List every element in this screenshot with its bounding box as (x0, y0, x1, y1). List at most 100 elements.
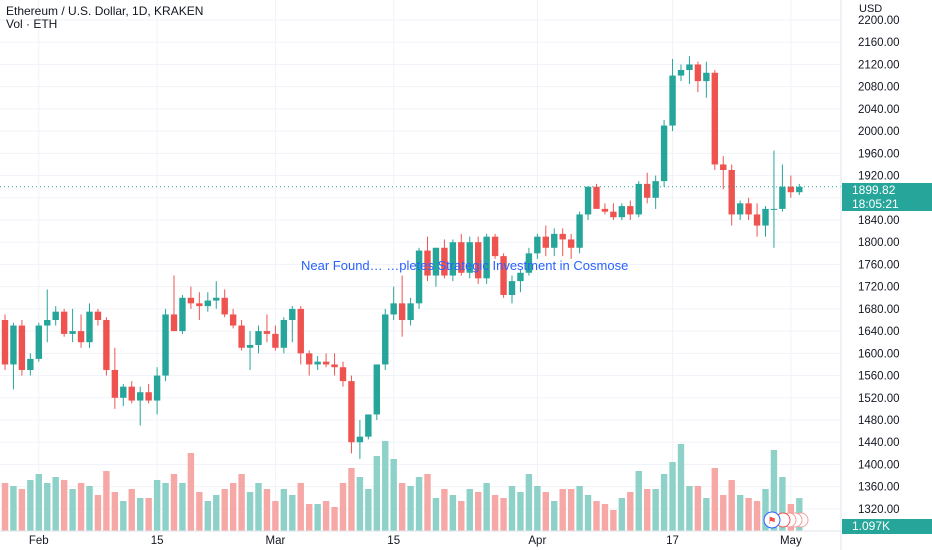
candle-body (796, 186, 803, 193)
volume-bar (542, 492, 549, 531)
volume-bar (255, 483, 262, 531)
price-tick-label: 1400.00 (858, 459, 900, 471)
volume-bar (229, 483, 237, 531)
volume-bar (60, 480, 68, 531)
candle-body (297, 308, 304, 354)
price-tick-label: 1560.00 (858, 371, 900, 383)
news-headline[interactable]: Near Found… …pletes Strategic Investment… (301, 258, 629, 273)
price-tick-label: 1480.00 (858, 415, 900, 427)
candle-body (390, 303, 397, 315)
time-tick-label: Feb (29, 535, 49, 547)
volume-bar (559, 489, 566, 531)
candle-body (424, 250, 431, 276)
price-tick-label: 1840.00 (858, 215, 900, 227)
candle-body (491, 236, 499, 257)
candle-body (120, 386, 127, 398)
time-tick-label: 17 (666, 535, 679, 547)
volume-bar (576, 486, 583, 531)
price-tick-label: 1680.00 (858, 304, 900, 316)
candle-body (356, 436, 364, 443)
candle-body (525, 253, 533, 273)
candle-body (644, 183, 651, 198)
volume-bar (103, 471, 110, 531)
candle-body (314, 361, 321, 365)
volume-bar (179, 483, 186, 531)
time-tick-label: May (780, 535, 802, 547)
candle-body (339, 367, 347, 382)
candle-body (52, 311, 59, 320)
volume-bar (187, 453, 195, 531)
price-tick-label: 1320.00 (858, 504, 900, 516)
volume-bar (593, 501, 600, 531)
candle-body (660, 125, 668, 182)
volume-bar (128, 489, 135, 531)
volume-bar (584, 495, 592, 531)
candle-body (137, 392, 144, 401)
time-tick-label: 15 (151, 535, 164, 547)
candle-body (306, 353, 313, 365)
time-axis[interactable]: Feb 15 Mar 15 Apr 17 May (29, 535, 802, 547)
volume-bar (69, 489, 76, 531)
candle-body (432, 247, 440, 276)
volume-bar (1, 483, 9, 531)
volume-bar (517, 492, 524, 531)
candle-body (542, 236, 549, 248)
candle-body (221, 297, 228, 315)
volume-bar (677, 444, 685, 531)
candle-body (289, 308, 296, 320)
volume-bar (339, 483, 347, 531)
volume-bar (644, 489, 651, 531)
candle-body (10, 325, 17, 365)
candle-body (508, 281, 516, 295)
volume-bar (491, 495, 499, 531)
volume-bar (736, 495, 744, 531)
candle-body (466, 242, 473, 273)
volume-bar (779, 477, 786, 531)
volume-bar (770, 450, 778, 531)
candle-body (94, 311, 102, 320)
candle-body (779, 186, 786, 209)
volume-bar (162, 483, 169, 531)
volume-bar (44, 483, 51, 531)
volume-bar (652, 489, 659, 531)
volume-bar (153, 480, 161, 531)
volume-bar (382, 441, 389, 531)
volume-bar (610, 510, 617, 531)
current-volume-tag: 1.097K (842, 519, 932, 534)
volume-bar (635, 471, 642, 531)
candle-body (128, 386, 135, 401)
candle-body (373, 364, 380, 415)
volume-bar (567, 489, 575, 531)
volume-bar (314, 504, 321, 531)
volume-bars (1, 441, 803, 531)
candle-body (415, 250, 423, 304)
candle-body (229, 314, 237, 326)
candle-body (398, 303, 406, 320)
volume-bar (170, 474, 178, 531)
price-axis[interactable]: 2200.00 2160.00 2120.00 2080.00 2040.00 2000.… (858, 15, 900, 516)
volume-bar (449, 495, 457, 531)
news-flag-icons[interactable]: ⚑ (763, 511, 809, 529)
svg-text:⚑: ⚑ (768, 516, 777, 527)
volume-bar (331, 507, 338, 531)
candle-body (238, 325, 245, 348)
candle-body (204, 300, 211, 307)
candle-body (170, 314, 178, 332)
candle-body (635, 183, 642, 215)
volume-bar (213, 495, 220, 531)
candle-body (534, 236, 541, 254)
candle-body (720, 164, 727, 170)
candle-body (627, 206, 634, 215)
price-tick-label: 1760.00 (858, 259, 900, 271)
price-tick-label: 1720.00 (858, 282, 900, 294)
volume-bar (77, 483, 85, 531)
candle-body (145, 392, 152, 401)
volume-bar (728, 480, 735, 531)
candle-body (69, 331, 76, 334)
candle-body (694, 64, 702, 82)
volume-bar (348, 468, 355, 531)
volume-bar (18, 489, 26, 531)
candle-body (162, 314, 169, 376)
candle-body (703, 72, 710, 82)
